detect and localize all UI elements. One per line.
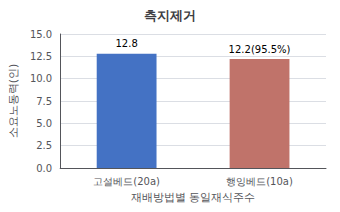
svg-text:소요노동력(인): 소요노동력(인) (7, 64, 20, 139)
svg-text:재배방법별 동일재식주수: 재배방법별 동일재식주수 (131, 191, 256, 204)
svg-text:2.5: 2.5 (36, 140, 52, 151)
svg-text:0.0: 0.0 (36, 163, 52, 174)
svg-text:12.8: 12.8 (115, 38, 137, 49)
svg-text:15.0: 15.0 (30, 29, 52, 40)
svg-text:고설베드(20a): 고설베드(20a) (93, 176, 160, 187)
svg-text:행잉베드(10a): 행잉베드(10a) (226, 176, 293, 187)
svg-text:12.2(95.5%): 12.2(95.5%) (229, 44, 291, 55)
svg-text:10.0: 10.0 (30, 73, 52, 84)
svg-text:12.5: 12.5 (30, 51, 52, 62)
svg-text:7.5: 7.5 (36, 96, 52, 107)
svg-text:5.0: 5.0 (36, 118, 52, 129)
svg-text:측지제거: 측지제거 (144, 8, 196, 23)
